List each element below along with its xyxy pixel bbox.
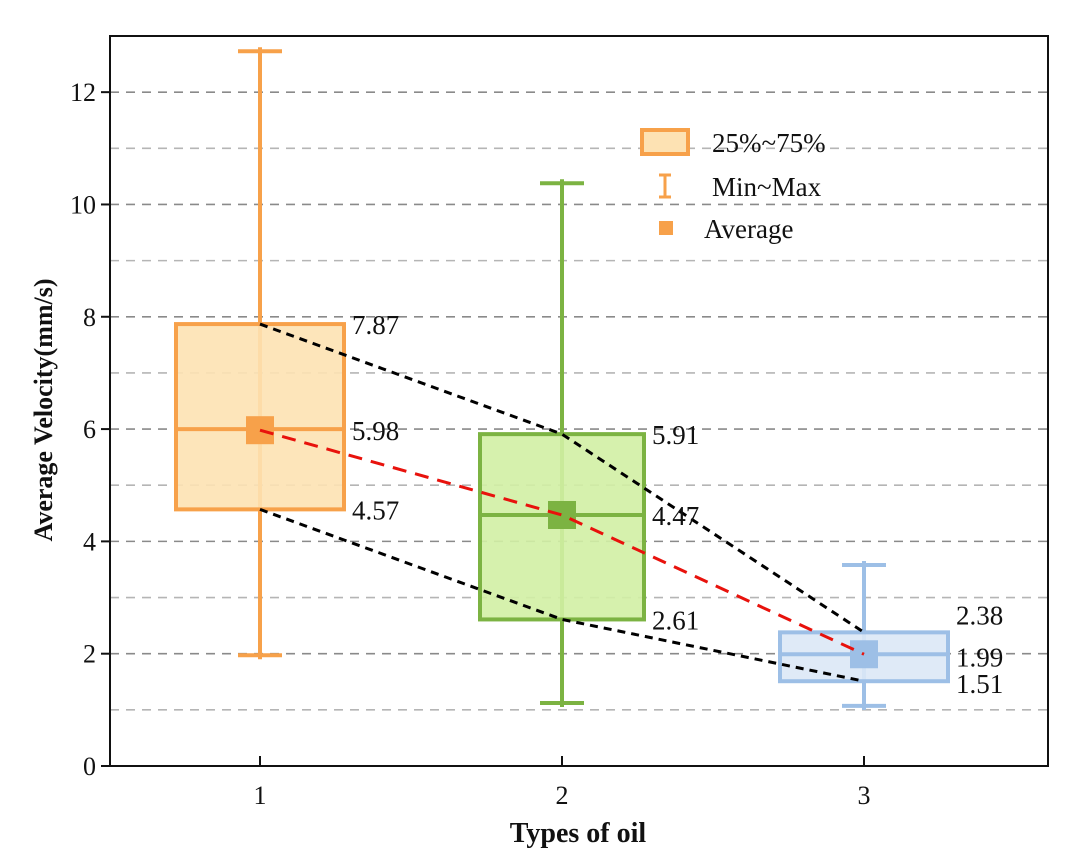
legend-label-mean: Average: [704, 214, 793, 244]
value-label-q3: 7.87: [352, 310, 399, 340]
y-axis-label: Average Velocity(mm/s): [29, 278, 58, 541]
legend-label-range: Min~Max: [712, 172, 822, 202]
x-axis-label: Types of oil: [510, 818, 647, 849]
mean-connector: [259, 428, 865, 656]
value-label-q1: 1.51: [956, 669, 1003, 699]
legend-label-box: 25%~75%: [712, 128, 826, 158]
box-group-1: [174, 47, 346, 660]
mean-marker: [548, 500, 576, 529]
q3-connector: [259, 322, 865, 634]
y-tick-label: 10: [70, 190, 96, 219]
y-tick-label: 8: [83, 303, 96, 332]
box-group-2: [478, 179, 646, 708]
value-label-q3: 2.38: [956, 600, 1003, 630]
x-tick-label: 2: [556, 781, 569, 810]
y-tick-label: 4: [83, 527, 96, 556]
y-tick-label: 12: [70, 78, 96, 107]
legend: 25%~75% Min~Max Average: [640, 128, 826, 244]
x-tick-label: 3: [858, 781, 871, 810]
value-label-mean: 5.98: [352, 416, 399, 446]
legend-mean-swatch: [659, 221, 673, 235]
plot-frame: [109, 35, 1049, 767]
value-label-mean: 1.99: [956, 642, 1003, 672]
y-tick-label: 0: [83, 752, 96, 781]
legend-box-swatch: [640, 128, 690, 156]
box-group-3: [778, 561, 950, 710]
y-tick-label: 2: [83, 640, 96, 669]
x-tick-label: 1: [254, 781, 267, 810]
y-tick-label: 6: [83, 415, 96, 444]
value-label-q3: 5.91: [652, 420, 699, 450]
value-label-mean: 4.47: [652, 501, 699, 531]
value-labels: 7.87 5.98 4.57 5.91 4.47 2.61 2.38 1.991.51: [352, 310, 1003, 699]
trend-connectors: [259, 322, 865, 683]
value-label-q1: 4.57: [352, 495, 399, 525]
value-label-q1: 2.61: [652, 605, 699, 635]
